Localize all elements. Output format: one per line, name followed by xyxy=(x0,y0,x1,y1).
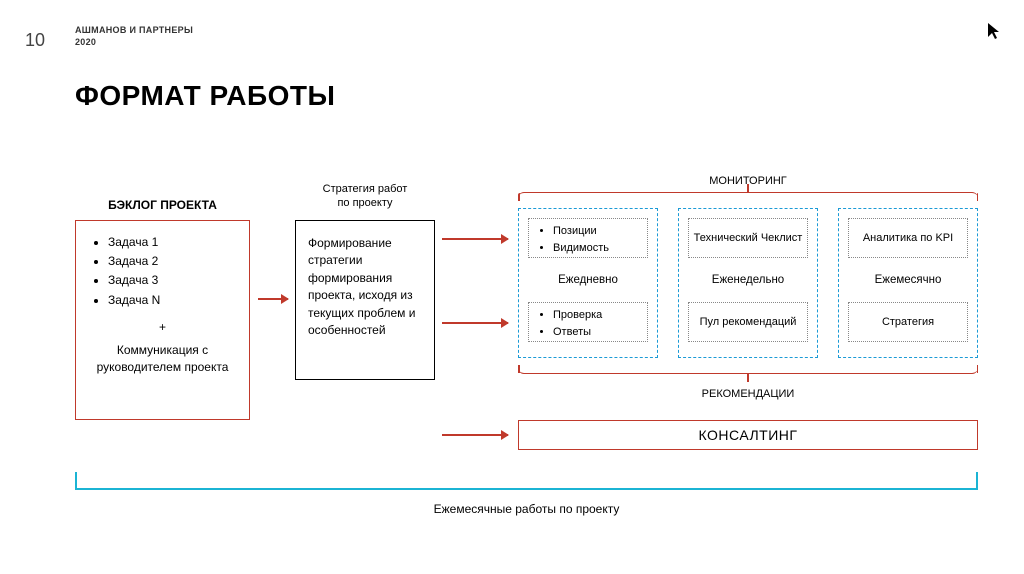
cell-item: Видимость xyxy=(553,240,641,257)
cell-list: Проверка Ответы xyxy=(535,307,641,340)
freq-label: Ежемесячно xyxy=(848,274,968,286)
cell-item: Ответы xyxy=(553,324,641,341)
backlog-box: Задача 1 Задача 2 Задача 3 Задача N + Ко… xyxy=(75,220,250,420)
strategy-box: Формирование стратегии формирования прое… xyxy=(295,220,435,380)
backlog-item: Задача N xyxy=(108,291,239,310)
backlog-list: Задача 1 Задача 2 Задача 3 Задача N xyxy=(86,233,239,310)
strategy-heading-l2: по проекту xyxy=(337,197,392,209)
backlog-communication: Коммуникация с руководителем проекта xyxy=(86,342,239,376)
backlog-plus: + xyxy=(86,320,239,334)
brace-nub-icon xyxy=(747,184,749,192)
arrow-icon xyxy=(442,434,508,436)
arrow-icon xyxy=(258,298,288,300)
brace-top-icon xyxy=(518,192,978,204)
recommendations-label: РЕКОМЕНДАЦИИ xyxy=(518,388,978,400)
monitoring-bottom-cell: Пул рекомендаций xyxy=(688,302,808,342)
diagram-canvas: БЭКЛОГ ПРОЕКТА Задача 1 Задача 2 Задача … xyxy=(0,0,1024,574)
monitoring-top-cell: Аналитика по KPI xyxy=(848,218,968,258)
strategy-heading: Стратегия работ по проекту xyxy=(295,182,435,211)
backlog-item: Задача 2 xyxy=(108,252,239,271)
footer-label: Ежемесячные работы по проекту xyxy=(75,502,978,516)
freq-label: Ежедневно xyxy=(528,274,648,286)
cell-list: Позиции Видимость xyxy=(535,223,641,256)
brace-nub-icon xyxy=(747,374,749,382)
cell-item: Позиции xyxy=(553,223,641,240)
backlog-item: Задача 3 xyxy=(108,271,239,290)
monitoring-bottom-cell: Стратегия xyxy=(848,302,968,342)
monitoring-top-cell: Технический Чеклист xyxy=(688,218,808,258)
brace-bottom-icon xyxy=(518,362,978,374)
strategy-heading-l1: Стратегия работ xyxy=(323,183,408,195)
arrow-icon xyxy=(442,238,508,240)
monitoring-bottom-cell: Проверка Ответы xyxy=(528,302,648,342)
backlog-item: Задача 1 xyxy=(108,233,239,252)
monitoring-top-cell: Позиции Видимость xyxy=(528,218,648,258)
cell-item: Проверка xyxy=(553,307,641,324)
consulting-box: КОНСАЛТИНГ xyxy=(518,420,978,450)
freq-label: Еженедельно xyxy=(688,274,808,286)
arrow-icon xyxy=(442,322,508,324)
backlog-heading: БЭКЛОГ ПРОЕКТА xyxy=(75,198,250,212)
teal-bracket-icon xyxy=(75,472,978,490)
